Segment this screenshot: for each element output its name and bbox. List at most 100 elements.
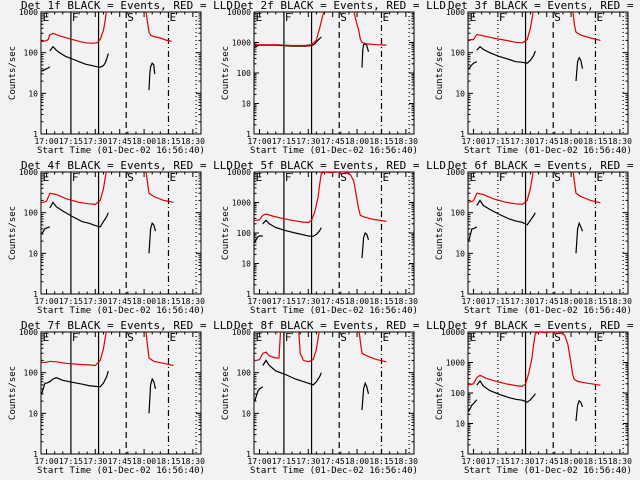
events-series-line (575, 221, 584, 254)
events-series-line (262, 219, 322, 237)
marker-label-S: S (340, 171, 347, 184)
y-tick-label: 100 (451, 209, 466, 218)
y-tick-label: 10000 (227, 168, 251, 177)
events-series-line (361, 43, 370, 68)
x-tick-label: 17:45 (535, 457, 559, 466)
plot-frame (40, 331, 202, 455)
series-group (254, 12, 387, 68)
lld-series-line (353, 12, 387, 46)
x-tick-label: 18:30 (394, 457, 418, 466)
lld-series-line (145, 332, 174, 367)
y-axis-label: Counts/sec (435, 206, 445, 260)
events-series-line (254, 386, 264, 402)
x-tick-label: 17:15 (59, 137, 83, 146)
panel-det-7: Det 7f BLACK = Events, RED = LLD 1 10 100 10… (8, 319, 233, 476)
events-series-line (41, 66, 51, 72)
y-tick-label: 1 (33, 450, 38, 459)
events-series-line (476, 379, 536, 403)
y-tick-label: 10 (241, 409, 251, 418)
marker-label-E: E (596, 11, 603, 24)
y-axis-label: Counts/sec (8, 206, 18, 260)
x-tick-label: 17:30 (83, 137, 107, 146)
lld-series-line (145, 172, 174, 203)
y-axis-label: Counts/sec (221, 366, 231, 420)
events-series-line (361, 231, 370, 259)
x-axis-label: Start Time (01-Dec-02 16:56:40) (464, 146, 632, 156)
events-series-line (468, 399, 478, 412)
events-series-line (148, 377, 157, 414)
panel-title: Det 9f BLACK = Events, RED = LLD (448, 319, 640, 332)
x-tick-label: 18:30 (394, 297, 418, 306)
panel-det-1: Det 1f BLACK = Events, RED = LLD 1 10 100 10… (8, 0, 233, 156)
y-tick-label: 1000 (446, 8, 465, 17)
events-series-line (361, 381, 370, 411)
lld-series-line (254, 12, 325, 47)
marker-label-E: E (256, 331, 263, 344)
panel-title: Det 8f BLACK = Events, RED = LLD (234, 319, 446, 332)
series-group (41, 332, 174, 414)
lld-series-line (358, 332, 387, 363)
y-tick-label: 1 (246, 130, 251, 139)
y-tick-label: 10 (28, 249, 38, 258)
x-tick-label: 18:15 (369, 457, 393, 466)
events-series-line (49, 45, 109, 68)
marker-label-F: F (499, 11, 506, 24)
y-axis-label: Counts/sec (8, 366, 18, 420)
x-tick-label: 17:45 (535, 297, 559, 306)
x-tick-label: 18:30 (608, 137, 632, 146)
y-tick-label: 100 (237, 369, 252, 378)
x-tick-label: 17:00 (247, 457, 271, 466)
plot-frame (253, 331, 415, 455)
lld-series-line (572, 12, 601, 41)
events-series-line (468, 61, 478, 70)
marker-label-E: E (470, 11, 477, 24)
x-tick-label: 17:00 (247, 297, 271, 306)
y-tick-label: 100 (24, 209, 39, 218)
x-tick-label: 17:00 (34, 297, 58, 306)
lld-series-line (468, 12, 534, 44)
plot-frame (467, 11, 629, 135)
lld-series-line (41, 172, 107, 206)
x-tick-label: 17:15 (59, 297, 83, 306)
x-axis-label: Start Time (01-Dec-02 16:56:40) (250, 466, 418, 476)
marker-label-F: F (285, 11, 292, 24)
x-tick-label: 17:15 (59, 457, 83, 466)
x-tick-label: 18:15 (156, 297, 180, 306)
marker-label-E: E (382, 11, 389, 24)
y-tick-label: 1 (246, 290, 251, 299)
panel-det-8: Det 8f BLACK = Events, RED = LLD 1 10 100 10… (221, 319, 446, 476)
y-tick-label: 1000 (446, 168, 465, 177)
x-tick-label: 18:00 (132, 137, 156, 146)
y-axis-label: Counts/sec (435, 46, 445, 100)
x-tick-label: 18:15 (583, 137, 607, 146)
x-tick-label: 17:45 (321, 137, 345, 146)
series-group (41, 12, 172, 91)
x-tick-label: 17:30 (296, 137, 320, 146)
x-tick-label: 17:30 (83, 457, 107, 466)
x-tick-label: 17:30 (296, 457, 320, 466)
marker-label-S: S (554, 171, 561, 184)
y-tick-label: 10 (241, 260, 251, 269)
y-axis-label: Counts/sec (221, 206, 231, 260)
marker-label-F: F (285, 331, 292, 344)
x-tick-label: 18:00 (345, 137, 369, 146)
y-tick-label: 1 (33, 130, 38, 139)
x-tick-label: 17:30 (510, 137, 534, 146)
x-tick-label: 18:30 (181, 297, 205, 306)
lld-series-line (254, 172, 387, 224)
events-series-line (254, 235, 263, 243)
y-tick-label: 100 (451, 389, 466, 398)
x-axis-label: Start Time (01-Dec-02 16:56:40) (37, 146, 205, 156)
marker-label-E: E (596, 331, 603, 344)
y-axis-label: Counts/sec (435, 366, 445, 420)
marker-label-E: E (382, 331, 389, 344)
events-series-line (41, 226, 51, 235)
lld-series-line (254, 332, 282, 362)
y-tick-label: 10 (28, 89, 38, 98)
y-tick-label: 1 (33, 290, 38, 299)
events-series-line (575, 399, 584, 422)
panel-det-3: Det 3f BLACK = Events, RED = LLD 1 10 100 10… (435, 0, 640, 156)
x-tick-label: 17:45 (321, 457, 345, 466)
x-tick-label: 17:30 (296, 297, 320, 306)
